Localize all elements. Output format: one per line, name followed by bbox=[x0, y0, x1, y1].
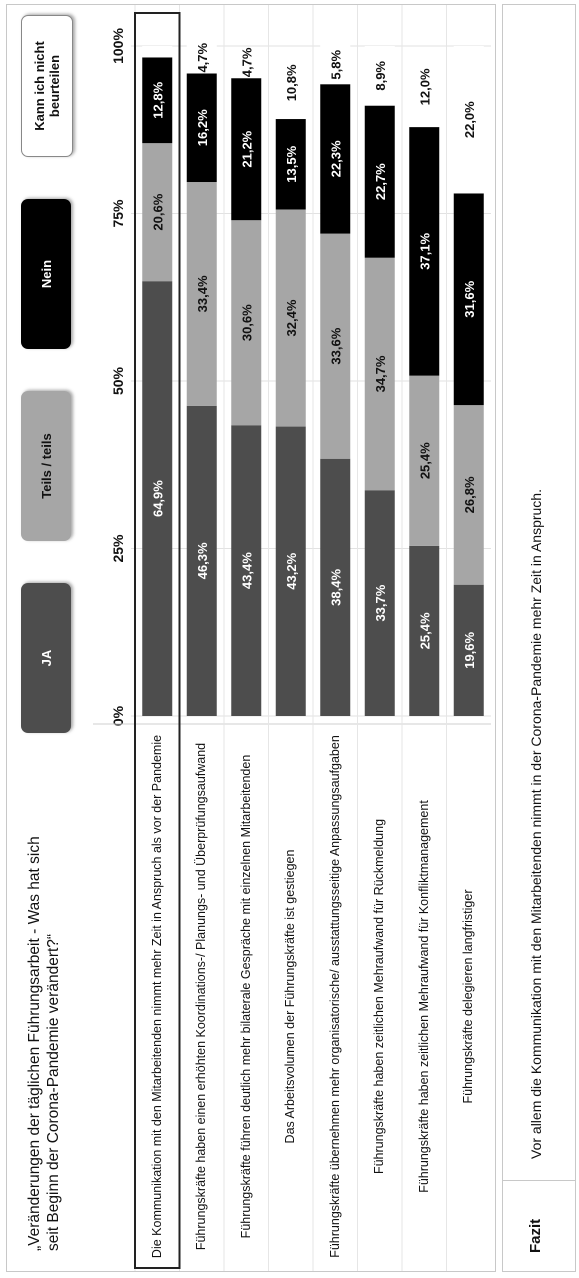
category-label: Führungskräfte delegieren langfristiger bbox=[461, 889, 476, 1104]
category-label: Führungskräfte haben einen erhöhten Koor… bbox=[194, 742, 209, 1251]
bar-segment bbox=[320, 233, 351, 459]
data-label: 25,4% bbox=[417, 612, 432, 649]
bar-segment bbox=[231, 46, 262, 79]
data-label: 32,4% bbox=[284, 299, 299, 336]
data-label: 16,2% bbox=[195, 109, 210, 146]
data-label: 22,0% bbox=[462, 101, 477, 138]
fazit-label: Fazit bbox=[527, 1218, 544, 1253]
data-label: 31,6% bbox=[462, 280, 477, 317]
category-label: Die Kommunikation mit den Mitarbeitenden… bbox=[149, 734, 164, 1259]
bar-segment bbox=[409, 545, 440, 716]
data-label: 4,7% bbox=[239, 47, 254, 77]
bar-segment bbox=[409, 375, 440, 546]
bar-segment bbox=[231, 78, 262, 221]
bar-segment bbox=[320, 45, 351, 85]
bar-segment bbox=[275, 209, 306, 427]
bar-segment bbox=[186, 182, 217, 406]
data-label: 46,3% bbox=[195, 542, 210, 579]
data-label: 34,7% bbox=[373, 355, 388, 392]
data-label: 43,2% bbox=[284, 552, 299, 589]
bar-segment bbox=[320, 84, 351, 234]
stacked-bar-chart: 0% 25% 50% 75% 100% 64,9% 20,6% 12,8% 46,3% 33,4%… bbox=[93, 5, 491, 1271]
fazit-panel: Fazit Vor allem die Kommunikation mit de… bbox=[502, 4, 576, 1272]
bar-segment bbox=[275, 119, 306, 210]
data-label: 10,8% bbox=[284, 64, 299, 101]
bar-segment bbox=[142, 143, 173, 282]
axis-tick-label: 0% bbox=[110, 705, 126, 726]
category-label: Führungskräfte übernehmen mehr organisat… bbox=[327, 735, 342, 1258]
bar-segment bbox=[364, 46, 395, 106]
data-label: 64,9% bbox=[150, 480, 165, 517]
data-label: 4,7% bbox=[195, 42, 210, 72]
axis-tick-label: 50% bbox=[110, 366, 126, 395]
bar-segment bbox=[453, 193, 484, 406]
data-label: 20,6% bbox=[150, 193, 165, 230]
data-label: 12,0% bbox=[417, 68, 432, 105]
category-label: Führungskräfte haben zeitlichen Mehraufw… bbox=[372, 818, 387, 1175]
bar-segment bbox=[409, 46, 440, 128]
category-label: Das Arbeitsvolumen der Führungskräfte is… bbox=[283, 849, 298, 1144]
highlight-frame bbox=[134, 12, 181, 1269]
bar-segment bbox=[409, 127, 440, 376]
bar-segment bbox=[453, 584, 484, 716]
bar-segment bbox=[142, 281, 173, 716]
data-label: 33,4% bbox=[195, 275, 210, 312]
data-label: 30,6% bbox=[239, 304, 254, 341]
data-label: 33,6% bbox=[328, 327, 343, 364]
bar-segment bbox=[186, 41, 217, 74]
bar-segment bbox=[275, 426, 306, 716]
chart-panel: „Veränderungen der täglichen Führungsarb… bbox=[6, 4, 496, 1272]
bar-segment bbox=[186, 405, 217, 716]
fazit-divider bbox=[503, 1180, 575, 1181]
data-label: 21,2% bbox=[239, 130, 254, 167]
data-label: 25,4% bbox=[417, 442, 432, 479]
fazit-text: Vor allem die Kommunikation mit den Mita… bbox=[528, 489, 544, 1159]
bar-segment bbox=[142, 46, 173, 58]
bar-segment bbox=[364, 105, 395, 258]
data-label: 33,7% bbox=[373, 584, 388, 621]
data-label: 37,1% bbox=[417, 232, 432, 269]
bar-segment bbox=[275, 46, 306, 120]
data-label: 8,9% bbox=[373, 61, 388, 91]
axis-tick-label: 75% bbox=[110, 199, 126, 228]
bar-segment bbox=[453, 405, 484, 585]
bar-segment bbox=[453, 46, 484, 194]
data-label: 43,4% bbox=[239, 552, 254, 589]
data-label: 12,8% bbox=[150, 81, 165, 118]
bar-segment bbox=[231, 220, 262, 426]
data-label: 22,3% bbox=[328, 140, 343, 177]
data-label: 5,8% bbox=[328, 50, 343, 80]
bar-segment bbox=[186, 73, 217, 183]
bar-segment bbox=[142, 57, 173, 144]
data-label: 22,7% bbox=[373, 163, 388, 200]
axis-tick-label: 25% bbox=[110, 534, 126, 563]
data-label: 26,8% bbox=[462, 476, 477, 513]
bar-segment bbox=[364, 257, 395, 491]
data-label: 38,4% bbox=[328, 568, 343, 605]
data-label: 13,5% bbox=[284, 145, 299, 182]
data-label: 19,6% bbox=[462, 631, 477, 668]
axis-tick-label: 100% bbox=[110, 28, 126, 64]
bar-segment bbox=[320, 458, 351, 716]
bar-segment bbox=[364, 490, 395, 716]
category-label: Führungskräfte führen deutlich mehr bila… bbox=[238, 754, 253, 1239]
category-label: Führungskräfte haben zeitlichen Mehraufw… bbox=[416, 800, 431, 1193]
bar-segment bbox=[231, 425, 262, 716]
